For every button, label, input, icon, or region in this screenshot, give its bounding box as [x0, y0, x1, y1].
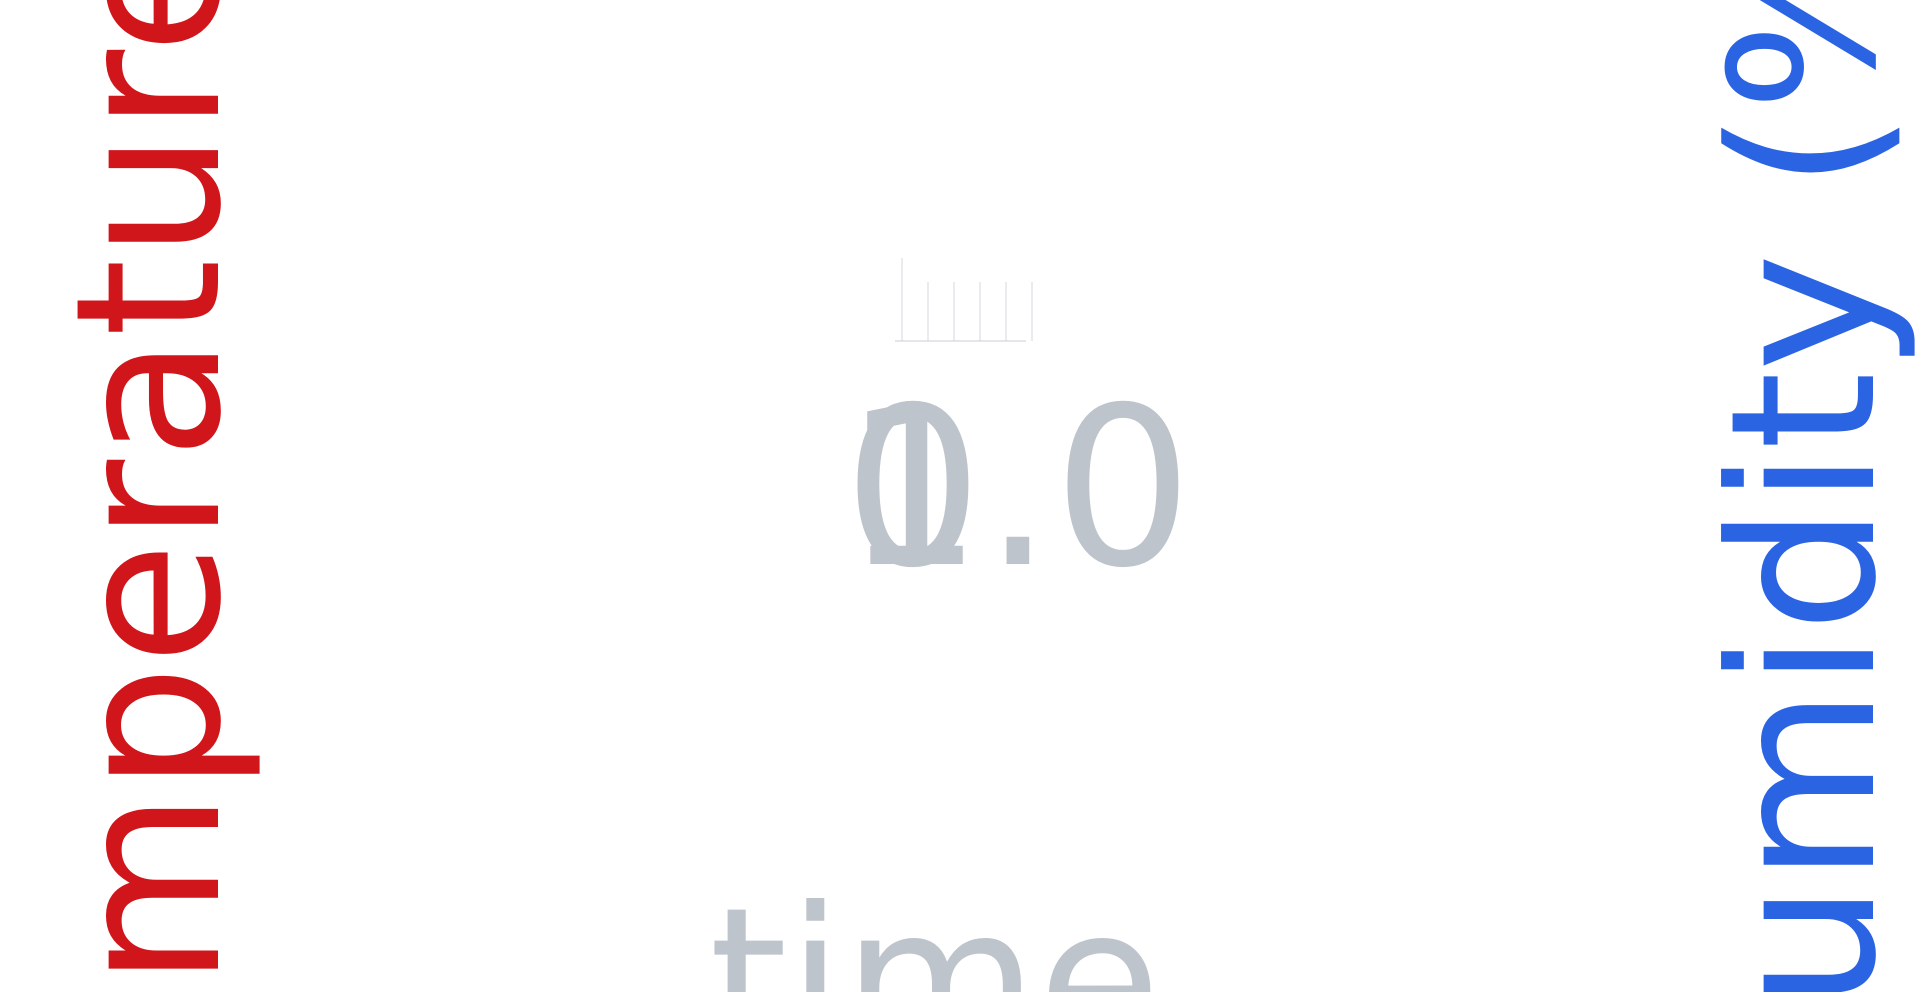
left-y-axis-label: temperature (°C)	[33, 0, 266, 992]
x-tick-label-0: 0	[843, 360, 983, 616]
x-axis-label: time	[709, 865, 1161, 992]
right-y-axis-label: humidity (%)	[1688, 0, 1920, 992]
x-tick-label-1: 1.0	[843, 360, 1193, 616]
mini-plot-area	[895, 258, 1033, 342]
x-tick-marks	[901, 258, 1033, 341]
